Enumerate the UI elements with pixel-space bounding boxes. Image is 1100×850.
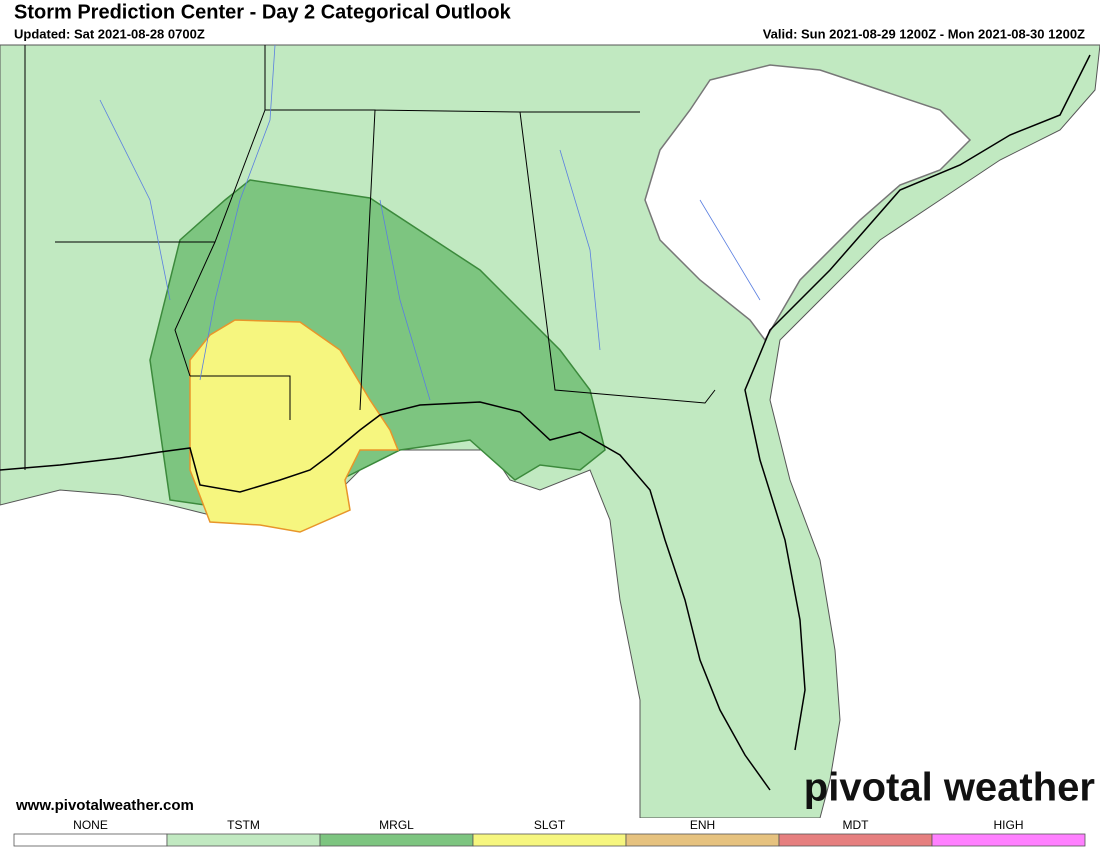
legend-label: MRGL: [379, 818, 414, 832]
legend-swatch: [13, 833, 168, 847]
logo: pivotal weather: [804, 766, 1095, 810]
updated: Updated: Sat 2021-08-28 0700Z: [14, 26, 205, 41]
rivers: [99, 44, 761, 401]
legend-label: ENH: [690, 818, 715, 832]
none-area: [644, 64, 972, 342]
map: [0, 44, 1100, 819]
legend-swatch: [625, 833, 780, 847]
website: www.pivotalweather.com: [15, 797, 194, 814]
legend-swatch: [319, 833, 474, 847]
valid: Valid: Sun 2021-08-29 1200Z - Mon 2021-0…: [763, 26, 1085, 41]
coastline: [0, 54, 1091, 791]
legend-swatch: [778, 833, 933, 847]
legend-swatch: [166, 833, 321, 847]
legend: NONE TSTM MRGL SLGT ENH MDT HIGH: [13, 818, 1086, 847]
legend-label: MDT: [843, 818, 870, 832]
slgt-area: [189, 319, 400, 533]
legend-swatch: [472, 833, 627, 847]
legend-label: SLGT: [534, 818, 566, 832]
legend-label: HIGH: [994, 818, 1024, 832]
legend-label: TSTM: [227, 818, 260, 832]
legend-swatch: [931, 833, 1086, 847]
legend-label: NONE: [73, 818, 108, 832]
state-borders: [24, 45, 716, 470]
title: Storm Prediction Center - Day 2 Categori…: [14, 1, 512, 23]
